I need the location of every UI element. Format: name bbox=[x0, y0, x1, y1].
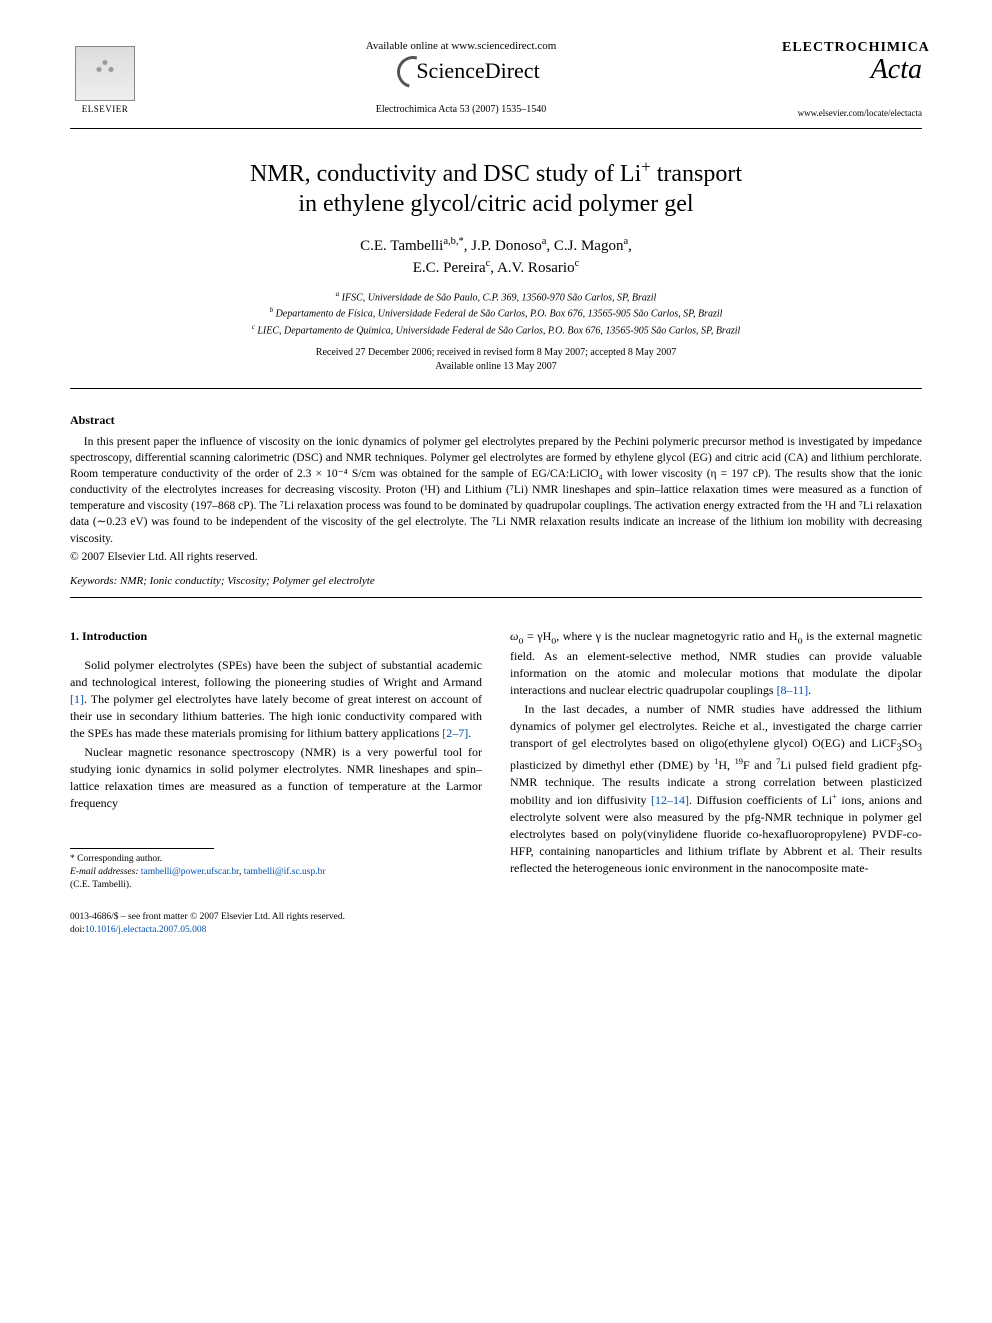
intro-para-3: ωo = γHo, where γ is the nuclear magneto… bbox=[510, 628, 922, 700]
abstract-copyright: © 2007 Elsevier Ltd. All rights reserved… bbox=[70, 551, 922, 563]
journal-url: www.elsevier.com/locate/electacta bbox=[782, 108, 922, 118]
column-left: 1. Introduction Solid polymer electrolyt… bbox=[70, 628, 482, 892]
intro-para-2: Nuclear magnetic resonance spectroscopy … bbox=[70, 744, 482, 812]
title-part2: in ethylene glycol/citric acid polymer g… bbox=[298, 191, 693, 217]
journal-brand: ELECTROCHIMICA Acta www.elsevier.com/loc… bbox=[782, 40, 922, 118]
article-dates: Received 27 December 2006; received in r… bbox=[70, 346, 922, 374]
author-1-aff: a,b,* bbox=[443, 236, 463, 247]
author-sep-1: , J.P. Donoso bbox=[464, 238, 542, 254]
affiliation-b: Departamento de Física, Universidade Fed… bbox=[276, 309, 723, 320]
keywords-text: NMR; Ionic conductity; Viscosity; Polyme… bbox=[117, 575, 375, 587]
abstract-rule bbox=[70, 597, 922, 598]
journal-name-line2: Acta bbox=[782, 54, 922, 86]
author-sep-4: , A.V. Rosario bbox=[490, 260, 574, 276]
title-part1b: transport bbox=[651, 161, 742, 187]
affiliation-a: IFSC, Universidade de São Paulo, C.P. 36… bbox=[342, 292, 657, 303]
sciencedirect-logo: ScienceDirect bbox=[382, 56, 539, 86]
author-1: C.E. Tambelli bbox=[360, 238, 443, 254]
body-columns: 1. Introduction Solid polymer electrolyt… bbox=[70, 628, 922, 892]
ref-link-12-14[interactable]: [12–14] bbox=[651, 793, 689, 807]
affiliations: a IFSC, Universidade de São Paulo, C.P. … bbox=[70, 289, 922, 338]
affiliation-c: LIEC, Departamento de Química, Universid… bbox=[257, 325, 740, 336]
page-header: ELSEVIER Available online at www.science… bbox=[70, 40, 922, 120]
elsevier-label: ELSEVIER bbox=[82, 104, 129, 114]
author-5-aff: c bbox=[575, 258, 580, 269]
corr-author-label: * Corresponding author. bbox=[70, 853, 482, 866]
author-sep-3: , bbox=[628, 238, 632, 254]
title-block: NMR, conductivity and DSC study of Li+ t… bbox=[70, 157, 922, 374]
eq-part-b: = γH bbox=[523, 629, 551, 643]
author-4: E.C. Pereira bbox=[413, 260, 486, 276]
authors: C.E. Tambellia,b,*, J.P. Donosoa, C.J. M… bbox=[70, 235, 922, 279]
abstract-heading: Abstract bbox=[70, 413, 922, 428]
email-label: E-mail addresses: bbox=[70, 867, 139, 877]
dates-line1: Received 27 December 2006; received in r… bbox=[316, 347, 676, 358]
eq-part-c: , where γ is the nuclear magnetogyric ra… bbox=[556, 629, 797, 643]
paper-title: NMR, conductivity and DSC study of Li+ t… bbox=[70, 157, 922, 219]
sciencedirect-swoosh-icon bbox=[382, 56, 412, 86]
available-online-text: Available online at www.sciencedirect.co… bbox=[140, 40, 782, 52]
abstract-section: Abstract In this present paper the influ… bbox=[70, 413, 922, 587]
doi-link[interactable]: 10.1016/j.electacta.2007.05.008 bbox=[85, 925, 207, 935]
email-line: E-mail addresses: tambelli@power.ufscar.… bbox=[70, 866, 482, 879]
keywords-label: Keywords: bbox=[70, 575, 117, 587]
column-right: ωo = γHo, where γ is the nuclear magneto… bbox=[510, 628, 922, 892]
header-rule bbox=[70, 128, 922, 129]
issn-line: 0013-4686/$ – see front matter © 2007 El… bbox=[70, 911, 922, 924]
dates-line2: Available online 13 May 2007 bbox=[435, 361, 556, 372]
ref-link-2-7[interactable]: [2–7] bbox=[442, 726, 468, 740]
corresponding-author-footnote: * Corresponding author. E-mail addresses… bbox=[70, 853, 482, 891]
doi-line: doi:10.1016/j.electacta.2007.05.008 bbox=[70, 924, 922, 937]
email-tail: (C.E. Tambelli). bbox=[70, 879, 482, 892]
keywords: Keywords: NMR; Ionic conductity; Viscosi… bbox=[70, 575, 922, 587]
sciencedirect-text: ScienceDirect bbox=[416, 58, 539, 84]
footnote-separator bbox=[70, 848, 214, 849]
ref-link-1[interactable]: [1] bbox=[70, 692, 84, 706]
email-link-2[interactable]: tambelli@if.sc.usp.br bbox=[244, 867, 326, 877]
email-link-1[interactable]: tambelli@power.ufscar.br bbox=[139, 867, 239, 877]
header-center: Available online at www.sciencedirect.co… bbox=[140, 40, 782, 115]
ref-link-8-11[interactable]: [8–11] bbox=[777, 683, 809, 697]
journal-citation: Electrochimica Acta 53 (2007) 1535–1540 bbox=[140, 104, 782, 115]
intro-para-1: Solid polymer electrolytes (SPEs) have b… bbox=[70, 657, 482, 742]
title-sup: + bbox=[641, 157, 650, 176]
abstract-text: In this present paper the influence of v… bbox=[70, 434, 922, 547]
author-sep-2: , C.J. Magon bbox=[546, 238, 623, 254]
section-1-heading: 1. Introduction bbox=[70, 628, 482, 645]
title-part1: NMR, conductivity and DSC study of Li bbox=[250, 161, 641, 187]
title-rule bbox=[70, 388, 922, 389]
page-footer: 0013-4686/$ – see front matter © 2007 El… bbox=[70, 911, 922, 937]
intro-para-4: In the last decades, a number of NMR stu… bbox=[510, 701, 922, 877]
elsevier-logo: ELSEVIER bbox=[70, 40, 140, 120]
elsevier-tree-icon bbox=[75, 46, 135, 101]
